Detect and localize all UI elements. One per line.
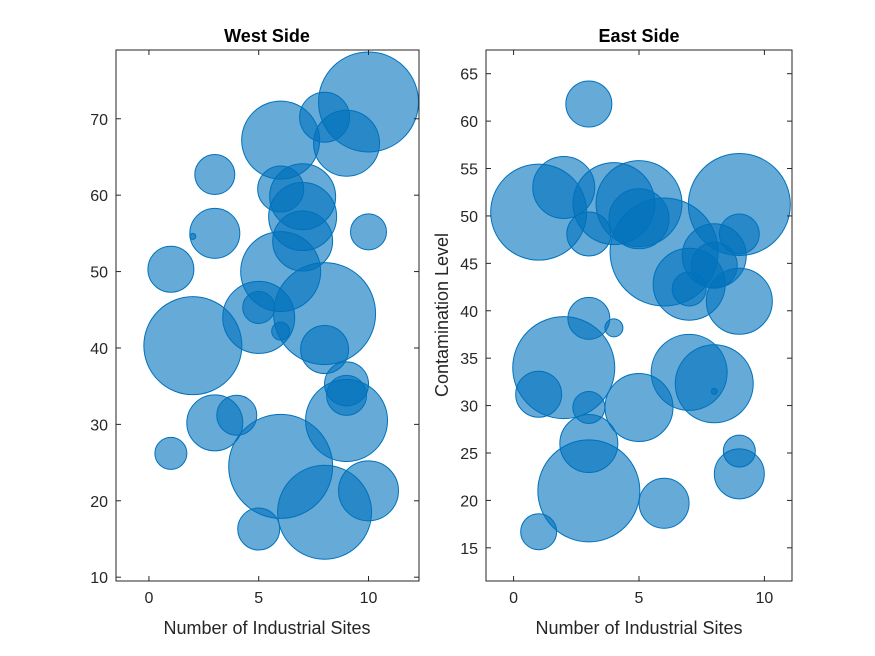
west-bubble-4 [194, 154, 236, 196]
east-bubble-24 [710, 387, 718, 395]
west-bubble-1 [147, 245, 195, 293]
east-side-panel: 0 5 10 15 20 25 30 35 40 45 50 55 60 65 East Side Num… [432, 26, 793, 638]
west-x-axis-label: Number of Industrial Sites [163, 618, 370, 638]
east-ytick-label-4: 35 [460, 351, 478, 368]
east-xtick-label-2: 10 [756, 590, 774, 607]
west-xtick-label-1: 5 [254, 590, 263, 607]
west-xtick-label-2: 10 [360, 590, 378, 607]
east-bubble-2 [520, 513, 558, 551]
east-bubble-26 [718, 213, 760, 255]
west-bubble-0 [154, 436, 188, 470]
west-ytick-label-5: 60 [90, 188, 108, 205]
west-bubble-28 [350, 213, 387, 251]
east-ytick-label-0: 15 [460, 541, 478, 558]
east-ytick-label-3: 30 [460, 399, 478, 416]
east-ytick-label-6: 45 [460, 256, 478, 273]
east-bubble-5 [565, 80, 613, 128]
east-bubble-27 [705, 267, 773, 335]
east-bubble-29 [713, 448, 765, 500]
east-ytick-label-8: 55 [460, 162, 478, 179]
west-ytick-label-4: 50 [90, 265, 108, 282]
east-ytick-label-10: 65 [460, 67, 478, 84]
west-bubble-26 [305, 379, 389, 463]
east-ytick-label-5: 40 [460, 304, 478, 321]
west-ytick-label-2: 30 [90, 417, 108, 434]
west-axes-frame [115, 49, 420, 582]
east-ytick-label-9: 60 [460, 114, 478, 131]
west-title: West Side [224, 26, 310, 46]
west-bubble-18 [272, 210, 334, 272]
east-ytick-label-7: 50 [460, 209, 478, 226]
west-ytick-label-3: 40 [90, 341, 108, 358]
west-ytick-label-1: 20 [90, 494, 108, 511]
west-bubble-21 [300, 324, 350, 374]
west-bubble-5 [189, 207, 241, 259]
west-ticks: 0 5 10 10 20 30 40 50 60 70 [90, 50, 419, 607]
west-ytick-label-6: 70 [90, 112, 108, 129]
east-bubbles [490, 80, 791, 551]
east-bubble-7 [567, 296, 611, 340]
east-title: East Side [598, 26, 679, 46]
west-bubble-29 [338, 460, 399, 522]
east-bubble-10 [537, 439, 641, 543]
east-bubble-17 [638, 477, 690, 529]
east-ticks: 0 5 10 15 20 25 30 35 40 45 50 55 60 65 [460, 50, 792, 607]
west-xtick-label-0: 0 [144, 590, 153, 607]
east-xtick-label-1: 5 [635, 590, 644, 607]
west-ytick-label-0: 10 [90, 570, 108, 587]
west-bubble-7 [216, 394, 258, 436]
east-y-axis-label: Contamination Level [432, 233, 452, 397]
east-x-axis-label: Number of Industrial Sites [535, 618, 742, 638]
east-ytick-label-1: 20 [460, 493, 478, 510]
west-bubble-27 [318, 51, 419, 153]
west-side-panel: 0 5 10 10 20 30 40 50 60 70 West Side Number of I… [90, 26, 420, 638]
east-bubble-23 [674, 344, 754, 424]
east-bubble-25 [687, 153, 791, 257]
east-bubble-12 [604, 318, 624, 338]
west-bubbles [143, 51, 419, 560]
east-ytick-label-2: 25 [460, 446, 478, 463]
east-xtick-label-0: 0 [509, 590, 518, 607]
